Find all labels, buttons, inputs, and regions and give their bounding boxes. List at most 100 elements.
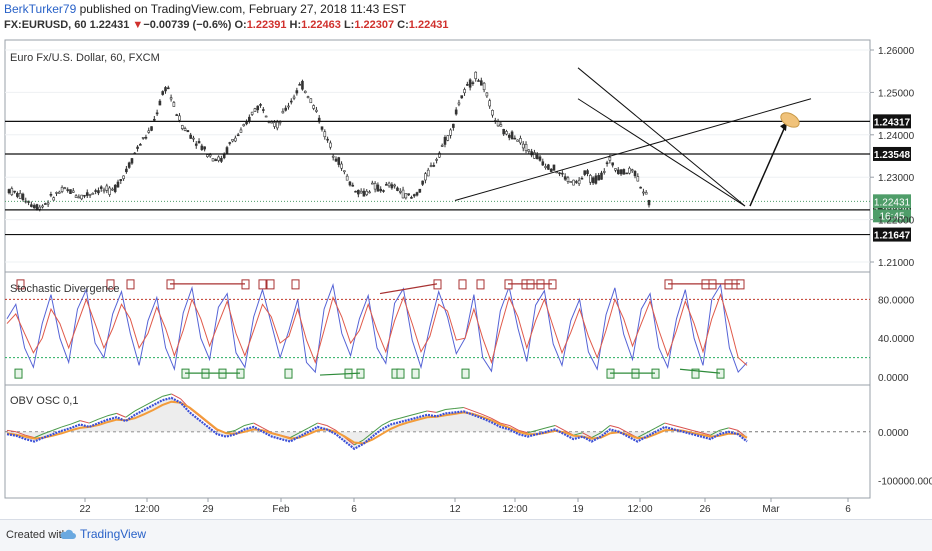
obv-osc-segment [89,418,99,424]
stoch-tick-label: 0.0000 [878,373,909,384]
stoch-tick-label: 80.0000 [878,295,915,306]
candle-body [329,142,332,148]
candle-body [16,193,19,197]
chart-canvas[interactable]: 1.243171.235481.222291.216471.2243116:45… [0,0,932,519]
obv-osc-segment [445,408,455,410]
tradingview-link[interactable]: TradingView [60,527,146,541]
candle-body [206,154,209,158]
candle-body [113,184,117,192]
candle-body [644,192,648,195]
tradingview-brand: TradingView [80,527,147,541]
candle-body [303,90,307,93]
candle-body [309,98,313,104]
candle-body [418,188,422,193]
forecast-arrow [749,121,788,207]
obv-osc-segment [417,410,428,414]
candle-body [577,179,581,185]
candle-body [410,197,413,199]
candle-body [398,191,402,193]
candle-body [289,100,293,103]
obv-osc-segment [235,425,245,431]
candle-body [242,124,246,127]
candles [7,71,651,212]
pane-frames [4,39,871,499]
candle-body [153,118,156,121]
candle-body [186,130,190,133]
obv-osc-segment [390,417,400,422]
bullish-divergence-marker [411,368,420,379]
candle-body [572,179,575,186]
candle-body [71,190,75,193]
candle-body [415,192,419,196]
candle-body [454,109,458,115]
stoch-series-%K [6,283,748,374]
bearish-divergence-marker [106,279,115,290]
candle-body [583,170,587,175]
obv-osc-segment [500,422,510,426]
bullish-divergence-line [319,372,361,376]
price-tick-label: 1.24000 [878,131,915,142]
obv-osc-segment [436,409,446,413]
candle-body [580,177,584,180]
candle-body [376,184,380,192]
obv-tick-label: 0.0000 [878,428,909,439]
candle-body [234,137,237,142]
candle-body [541,161,545,166]
candle-body [371,182,374,185]
bearish-divergence-marker [266,279,275,290]
candle-body [602,171,606,173]
obv-osc-segment [509,425,519,431]
candle-body [69,189,72,194]
obv-osc-segment [701,432,711,436]
candle-body [616,169,620,175]
candle-body [521,143,525,149]
obv-osc-segment [6,429,17,433]
candle-body [438,152,441,158]
candle-body [189,134,192,139]
last-price: 1.22431 [89,19,130,31]
price-label: 1.23548 [874,150,911,161]
time-tick-label: 22 [79,504,91,515]
bearish-divergence-line [379,283,438,295]
symbol-label: FX:EURUSD, 60 [4,19,87,31]
candle-body [639,186,642,189]
obv-osc-segment [317,422,327,426]
candle-body [32,205,36,208]
candle-body [460,95,464,99]
candle-body [125,168,128,173]
candle-body [468,79,472,88]
trendline [577,98,746,207]
candle-body [630,169,634,172]
countdown-box [873,209,911,223]
candle-body [147,130,151,133]
bearish-divergence-marker [126,279,135,290]
candle-body [295,90,299,94]
bearish-divergence-marker [458,279,467,290]
high-value: 1.22463 [301,19,341,31]
trendlines[interactable] [454,67,812,207]
obv-osc-segment [600,425,611,434]
candle-body [88,193,92,196]
candle-body [284,107,287,111]
close-label: C: [397,19,409,31]
obv-osc-segment [79,420,90,424]
candle-body [35,204,39,210]
price-label: 1.24317 [874,117,911,128]
candle-body [91,192,95,195]
time-tick-label: 19 [572,504,584,515]
bearish-divergence-marker [291,279,300,290]
bearish-divergence-marker [258,279,267,290]
candle-body [192,137,195,140]
candle-body [563,176,567,180]
time-tick-label: Mar [762,504,780,515]
candle-body [74,195,78,198]
obv-osc-segment [98,415,108,420]
obv-osc-segment [673,425,684,429]
candle-body [636,176,640,182]
candle-body [594,175,598,184]
author-link[interactable]: BerkTurker79 [4,2,77,16]
candle-body [253,108,257,112]
candle-body [222,154,226,159]
obv-osc-segment [454,407,464,410]
